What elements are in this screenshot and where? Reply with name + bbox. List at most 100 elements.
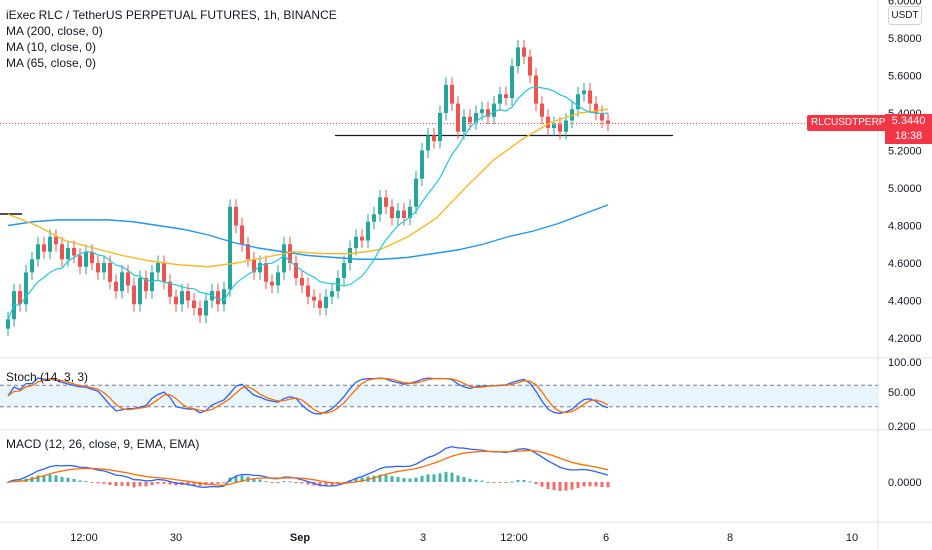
macd-histogram-bar	[522, 480, 526, 482]
macd-histogram-bar	[42, 475, 46, 482]
macd-histogram-bar	[444, 471, 448, 482]
candle	[414, 178, 418, 207]
candle	[438, 113, 442, 142]
candle	[168, 281, 172, 297]
candle	[240, 225, 244, 245]
time-tick-label: 30	[170, 532, 182, 544]
currency-unit-button[interactable]: USDT	[888, 6, 922, 25]
macd-histogram-bar	[270, 482, 274, 483]
macd-histogram-bar	[78, 480, 82, 482]
macd-histogram-bar	[576, 482, 580, 488]
macd-histogram-bar	[570, 482, 574, 490]
symbol-tag: RLCUSDTPERP	[807, 115, 890, 131]
candle	[234, 206, 238, 226]
macd-histogram-bar	[420, 475, 424, 482]
candle	[522, 47, 526, 57]
macd-histogram-bar	[540, 482, 544, 487]
candle	[456, 103, 460, 132]
candle	[360, 236, 364, 241]
macd-histogram-bar	[36, 475, 40, 482]
macd-histogram-bar	[234, 475, 238, 482]
macd-histogram-bar	[276, 482, 280, 483]
candle	[78, 255, 82, 267]
ma-10-label[interactable]: MA (10, close, 0)	[6, 40, 97, 54]
macd-histogram-bar	[222, 482, 226, 483]
macd-histogram-bar	[282, 481, 286, 483]
candle	[270, 281, 274, 286]
candle	[42, 244, 46, 252]
macd-histogram-bar	[552, 482, 556, 491]
macd-histogram-bar	[432, 474, 436, 482]
stoch-band	[0, 385, 878, 407]
candle	[198, 308, 202, 316]
macd-histogram-bar	[84, 480, 88, 482]
price-tick-label: 5.6000	[888, 71, 922, 83]
macd-histogram-bar	[342, 482, 346, 483]
macd-histogram-bar	[360, 477, 364, 482]
macd-histogram-bar	[498, 482, 502, 483]
stoch-tick-label: 100.00	[888, 357, 922, 369]
macd-histogram-bar	[294, 482, 298, 483]
candle	[504, 94, 508, 98]
macd-legend[interactable]: MACD (12, 26, close, 9, EMA, EMA)	[6, 437, 200, 451]
candle	[306, 285, 310, 297]
candle	[468, 116, 472, 123]
candle	[582, 90, 586, 95]
macd-histogram-bar	[528, 481, 532, 483]
candle	[450, 84, 454, 104]
ma-200-label[interactable]: MA (200, close, 0)	[6, 24, 103, 38]
ma200-line	[7, 204, 609, 260]
macd-histogram-bar	[210, 482, 214, 485]
macd-histogram-bar	[462, 476, 466, 482]
macd-histogram-bar	[474, 479, 478, 482]
time-tick-label: 12:00	[500, 532, 528, 544]
candle	[408, 206, 412, 218]
candle	[540, 103, 544, 117]
candle	[354, 236, 358, 248]
macd-histogram-bar	[192, 482, 196, 486]
candle	[366, 221, 370, 241]
candle	[126, 272, 130, 286]
macd-histogram-bar	[54, 475, 58, 482]
macd-histogram-bar	[132, 482, 136, 488]
candle	[558, 124, 562, 132]
candle	[486, 109, 490, 117]
ma-65-label[interactable]: MA (65, close, 0)	[6, 56, 97, 70]
candle	[600, 113, 604, 121]
macd-histogram-bar	[564, 482, 568, 491]
macd-histogram-bar	[120, 482, 124, 486]
price-tick-label: 4.8000	[888, 221, 922, 233]
candle	[348, 248, 352, 263]
stoch-legend[interactable]: Stoch (14, 3, 3)	[6, 370, 89, 384]
price-tick-label: 6.0000	[888, 0, 922, 8]
macd-histogram-bar	[450, 472, 454, 482]
candle	[390, 206, 394, 218]
macd-histogram-bar	[438, 473, 442, 482]
macd-histogram-bar	[288, 481, 292, 483]
macd-histogram-bar	[150, 482, 154, 486]
macd-histogram-bar	[396, 476, 400, 482]
macd-histogram-bar	[534, 482, 538, 485]
candle	[162, 263, 166, 282]
candle	[474, 113, 478, 123]
candle	[516, 47, 520, 67]
macd-histogram-bar	[390, 476, 394, 482]
candle	[426, 135, 430, 151]
macd-histogram-bar	[384, 474, 388, 482]
candle	[492, 103, 496, 117]
candle	[444, 84, 448, 113]
stoch-tick-label: 50.00	[888, 387, 916, 399]
macd-histogram-bar	[90, 482, 94, 483]
macd-histogram-bar	[108, 482, 112, 485]
candle	[288, 244, 292, 263]
candle	[72, 248, 76, 256]
candle	[120, 272, 124, 292]
ma65-line	[7, 108, 609, 268]
macd-histogram-bar	[102, 482, 106, 484]
macd-histogram-bar	[48, 474, 52, 482]
macd-histogram-bar	[138, 482, 142, 487]
candle	[528, 56, 532, 76]
candle	[588, 90, 592, 104]
macd-histogram-bar	[408, 478, 412, 482]
candle	[6, 319, 10, 329]
